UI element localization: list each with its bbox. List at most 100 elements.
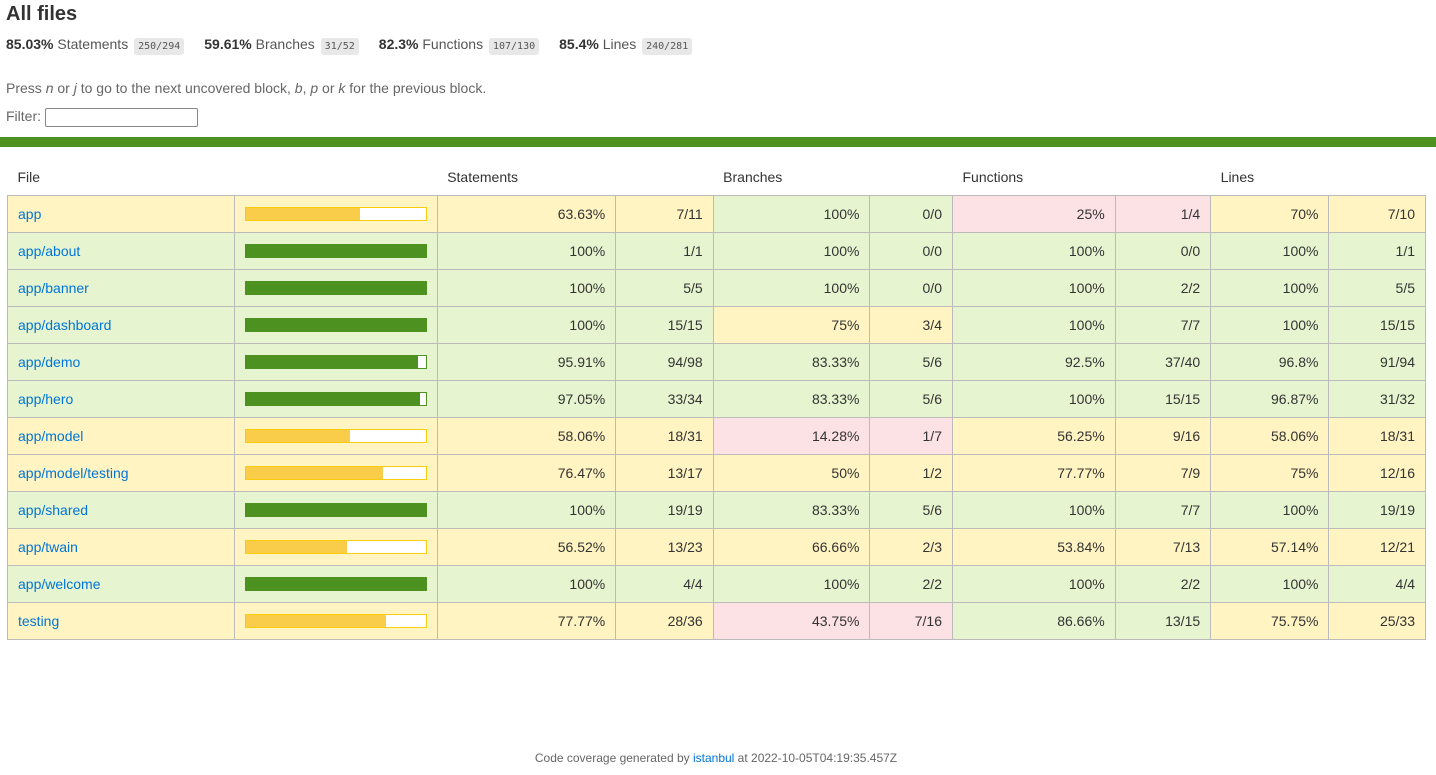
lines-fraction: 1/1 (1328, 232, 1426, 270)
summary-pct: 85.4% (559, 36, 599, 52)
header-lines[interactable]: Lines (1220, 169, 1255, 185)
statements-pct: 100% (436, 269, 617, 307)
coverage-bar (244, 281, 427, 295)
coverage-bar-fill (245, 245, 426, 257)
statements-fraction: 18/31 (615, 417, 714, 455)
file-link[interactable]: testing (18, 613, 60, 629)
statements-fraction: 1/1 (615, 232, 714, 270)
file-link[interactable]: app/twain (18, 539, 78, 555)
branches-pct: 100% (712, 232, 871, 270)
branches-fraction: 2/2 (869, 565, 953, 603)
status-line (0, 137, 1436, 147)
keyboard-help: Press n or j to go to the next uncovered… (6, 80, 487, 96)
branches-pct: 83.33% (712, 380, 871, 418)
statements-fraction: 4/4 (615, 565, 714, 603)
lines-fraction: 31/32 (1328, 380, 1426, 418)
file-link[interactable]: app (18, 206, 42, 222)
lines-fraction: 12/21 (1328, 528, 1426, 566)
filter-row: Filter: (0, 108, 1436, 127)
header-statements[interactable]: Statements (447, 169, 519, 185)
coverage-bar (244, 318, 427, 332)
functions-pct: 92.5% (951, 343, 1116, 381)
coverage-bar (244, 577, 427, 591)
file-link[interactable]: app/welcome (18, 576, 101, 592)
functions-fraction: 13/15 (1114, 602, 1212, 640)
functions-pct: 100% (951, 565, 1116, 603)
functions-fraction: 7/13 (1114, 528, 1212, 566)
coverage-bar-cell (233, 528, 438, 566)
filter-input[interactable] (44, 108, 198, 127)
file-cell: app/model/testing (7, 454, 235, 492)
istanbul-link[interactable]: istanbul (692, 751, 735, 765)
branches-pct: 100% (712, 269, 871, 307)
summary-label: Functions (422, 36, 484, 52)
file-link[interactable]: app/model (18, 428, 84, 444)
functions-pct: 56.25% (951, 417, 1116, 455)
functions-fraction: 7/9 (1114, 454, 1212, 492)
statements-pct: 77.77% (436, 602, 617, 640)
coverage-bar (244, 466, 427, 480)
file-link[interactable]: app/dashboard (18, 317, 112, 333)
header-functions[interactable]: Functions (962, 169, 1024, 185)
coverage-bar-fill (245, 504, 426, 516)
lines-fraction: 25/33 (1328, 602, 1426, 640)
coverage-bar-fill (245, 430, 351, 442)
lines-pct: 96.8% (1210, 343, 1330, 381)
coverage-bar-cell (233, 417, 438, 455)
summary-functions: 82.3% Functions 107/130 (379, 36, 540, 55)
coverage-bar (244, 614, 427, 628)
file-link[interactable]: app/banner (18, 280, 89, 296)
coverage-bar-fill (245, 208, 361, 220)
statements-pct: 100% (436, 491, 617, 529)
file-cell: app/model (7, 417, 235, 455)
file-link[interactable]: app/demo (18, 354, 81, 370)
branches-fraction: 5/6 (869, 491, 953, 529)
functions-pct: 100% (951, 491, 1116, 529)
coverage-bar-fill (245, 282, 426, 294)
statements-pct: 76.47% (436, 454, 617, 492)
lines-pct: 57.14% (1210, 528, 1330, 566)
file-link[interactable]: app/about (18, 243, 81, 259)
functions-fraction: 37/40 (1114, 343, 1212, 381)
coverage-bar-cell (233, 269, 438, 307)
lines-pct: 100% (1210, 565, 1330, 603)
functions-fraction: 15/15 (1114, 380, 1212, 418)
coverage-bar-fill (245, 393, 421, 405)
branches-pct: 14.28% (712, 417, 871, 455)
page-title: All files (6, 3, 78, 25)
branches-pct: 83.33% (712, 343, 871, 381)
table-row: app/hero 97.05% 33/34 83.33% 5/6 100% 15… (7, 380, 1426, 418)
statements-fraction: 15/15 (615, 306, 714, 344)
statements-pct: 95.91% (436, 343, 617, 381)
branches-fraction: 0/0 (869, 232, 953, 270)
coverage-bar-cell (233, 565, 438, 603)
file-cell: app/twain (7, 528, 235, 566)
coverage-bar-cell (233, 232, 438, 270)
coverage-bar-fill (245, 578, 426, 590)
branches-fraction: 5/6 (869, 380, 953, 418)
statements-fraction: 28/36 (615, 602, 714, 640)
statements-fraction: 19/19 (615, 491, 714, 529)
lines-pct: 75.75% (1210, 602, 1330, 640)
statements-fraction: 33/34 (615, 380, 714, 418)
file-link[interactable]: app/shared (18, 502, 89, 518)
file-link[interactable]: app/hero (18, 391, 74, 407)
coverage-bar-cell (233, 195, 438, 233)
file-cell: app/about (7, 232, 235, 270)
file-link[interactable]: app/model/testing (18, 465, 129, 481)
branches-pct: 83.33% (712, 491, 871, 529)
filter-label: Filter: (6, 108, 41, 125)
header-branches[interactable]: Branches (723, 169, 783, 185)
table-row: testing 77.77% 28/36 43.75% 7/16 86.66% … (7, 602, 1426, 640)
file-cell: app/demo (7, 343, 235, 381)
functions-pct: 100% (951, 306, 1116, 344)
summary-label: Branches (255, 36, 315, 52)
statements-pct: 56.52% (436, 528, 617, 566)
statements-fraction: 13/17 (615, 454, 714, 492)
header-chart[interactable] (234, 157, 437, 196)
file-cell: app (7, 195, 235, 233)
coverage-bar (244, 244, 427, 258)
coverage-bar-cell (233, 491, 438, 529)
functions-pct: 53.84% (951, 528, 1116, 566)
header-file[interactable]: File (17, 169, 41, 185)
